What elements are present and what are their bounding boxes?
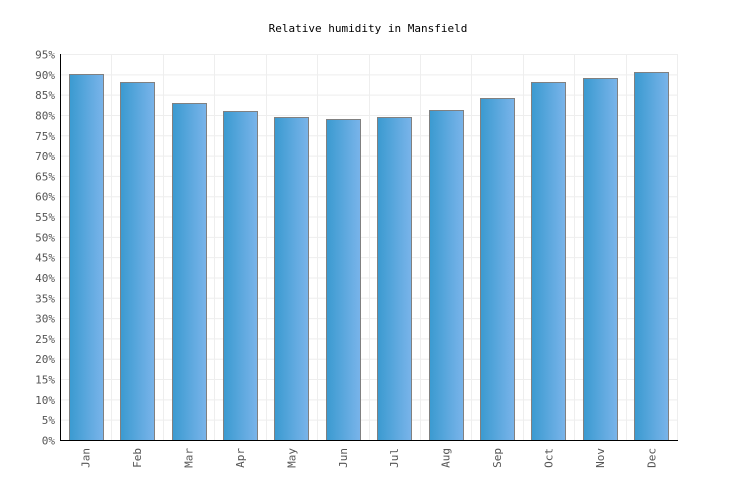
bar-feb (120, 82, 155, 441)
chart-title: Relative humidity in Mansfield (269, 22, 468, 35)
x-tick-label: Nov (594, 448, 607, 468)
bar-jan (69, 74, 104, 441)
x-tick-label: Jan (80, 448, 93, 468)
y-tick-label: 40% (35, 272, 55, 285)
x-tick-label: Jul (388, 448, 401, 468)
y-tick-label: 75% (35, 130, 55, 143)
bar-jun (326, 119, 361, 441)
bar-nov (583, 78, 618, 441)
bar-apr (223, 111, 258, 441)
y-tick-label: 15% (35, 374, 55, 387)
x-tick-label: Dec (645, 448, 658, 468)
bar-may (274, 117, 309, 441)
bar-mar (172, 103, 207, 441)
y-tick-label: 20% (35, 353, 55, 366)
y-tick-label: 55% (35, 211, 55, 224)
x-tick-label: May (285, 448, 298, 468)
bar-oct (531, 82, 566, 441)
y-tick-label: 70% (35, 150, 55, 163)
x-tick-label: Mar (183, 448, 196, 468)
bar-aug (429, 110, 464, 441)
x-tick-label: Feb (131, 448, 144, 468)
y-tick-label: 35% (35, 292, 55, 305)
y-tick-label: 50% (35, 231, 55, 244)
bar-sep (480, 98, 515, 441)
bar-jul (377, 117, 412, 441)
y-tick-label: 80% (35, 109, 55, 122)
y-tick-label: 30% (35, 313, 55, 326)
y-tick-label: 60% (35, 191, 55, 204)
y-tick-label: 65% (35, 170, 55, 183)
y-tick-label: 90% (35, 69, 55, 82)
y-tick-label: 25% (35, 333, 55, 346)
y-tick-label: 45% (35, 252, 55, 265)
y-tick-label: 5% (42, 414, 56, 427)
y-tick-label: 0% (42, 435, 56, 448)
x-tick-label: Apr (234, 448, 247, 468)
x-tick-label: Jun (337, 448, 350, 468)
y-tick-label: 10% (35, 394, 55, 407)
x-tick-label: Sep (491, 448, 504, 468)
bar-dec (634, 72, 669, 441)
x-tick-label: Aug (440, 448, 453, 468)
x-tick-label: Oct (542, 448, 555, 468)
y-tick-label: 95% (35, 49, 55, 62)
y-tick-label: 85% (35, 89, 55, 102)
